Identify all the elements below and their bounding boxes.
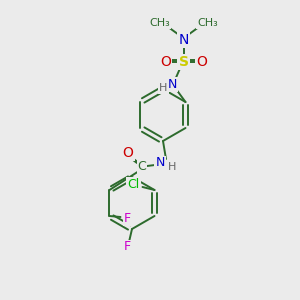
Text: N: N bbox=[168, 77, 177, 91]
Text: O: O bbox=[123, 146, 134, 160]
Text: O: O bbox=[196, 55, 207, 69]
Text: O: O bbox=[160, 55, 171, 69]
Text: N: N bbox=[178, 33, 189, 47]
Text: C: C bbox=[138, 160, 146, 173]
Text: CH₃: CH₃ bbox=[149, 18, 170, 28]
Text: F: F bbox=[123, 241, 130, 254]
Text: H: H bbox=[168, 162, 176, 172]
Text: F: F bbox=[124, 212, 131, 224]
Text: H: H bbox=[159, 83, 168, 93]
Text: N: N bbox=[155, 157, 165, 169]
Text: CH₃: CH₃ bbox=[197, 18, 218, 28]
Text: S: S bbox=[178, 55, 188, 69]
Text: Cl: Cl bbox=[128, 178, 140, 190]
